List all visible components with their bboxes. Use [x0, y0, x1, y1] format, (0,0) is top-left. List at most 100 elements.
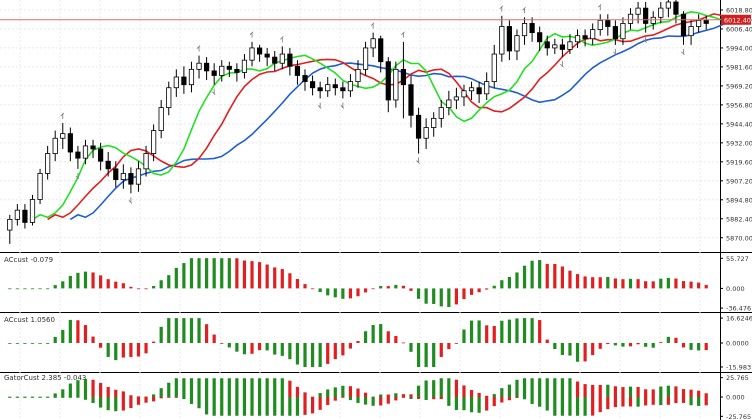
gator-histogram-bar [144, 396, 148, 398]
gator-histogram-bar [91, 379, 95, 397]
ac2-histogram-bar [220, 343, 224, 344]
gator-histogram-bar [152, 397, 156, 402]
gator-histogram-bar [326, 397, 330, 405]
ac1-histogram-bar [121, 283, 125, 289]
candle [287, 47, 293, 76]
candle [612, 20, 618, 56]
ac2-histogram-bar [30, 343, 35, 344]
gator-histogram-bar [394, 393, 398, 397]
gator-histogram-bar [651, 389, 655, 397]
candle [400, 31, 407, 119]
gator-histogram-bar [606, 397, 610, 410]
ac2-histogram-bar [76, 320, 80, 343]
ac2-histogram-bar [409, 343, 413, 352]
ac2-histogram-bar [628, 343, 633, 347]
ac1-histogram-bar [295, 279, 300, 289]
ac2-histogram-bar [205, 324, 209, 343]
gator-histogram-bar [432, 380, 436, 397]
ac1-histogram-bar [61, 281, 65, 289]
ac1-histogram-bar [416, 288, 421, 299]
gator-histogram-bar [273, 378, 277, 397]
ac1-histogram-bar [288, 273, 292, 289]
gator-histogram-bar [250, 378, 254, 397]
ac2-histogram-bar [485, 325, 489, 343]
gator-histogram-bar [409, 394, 413, 397]
gator-histogram-bar [621, 397, 625, 407]
ac1-histogram-bar [273, 267, 277, 289]
fractal-up-marker [597, 3, 602, 11]
gator-histogram-bar [522, 378, 527, 397]
gator-histogram-bar [227, 378, 231, 397]
candle [567, 34, 573, 55]
gator-histogram-bar [167, 382, 171, 397]
candle [98, 142, 104, 171]
gator-histogram-bar [379, 394, 383, 397]
gator-histogram-bar [333, 387, 337, 397]
candle [143, 145, 149, 177]
ac1-histogram-bar [197, 258, 201, 289]
gator-histogram-bar [394, 397, 398, 401]
ac2-histogram-bar [174, 318, 178, 343]
candle [302, 69, 308, 91]
gator-histogram-bar [38, 397, 42, 398]
ac2-label: ACcust 1.0560 [4, 316, 55, 324]
gator-histogram-bar [454, 397, 459, 410]
ac1-tick-label: 55.727 [726, 255, 749, 263]
gator-histogram-bar [83, 397, 88, 400]
gator-histogram-bar [205, 378, 209, 397]
ac1-histogram-bar [560, 266, 564, 289]
ac1-histogram-bar [318, 288, 322, 293]
gator-histogram-bar [99, 382, 103, 397]
candle [188, 61, 195, 93]
candle [521, 7, 528, 45]
gator-histogram-bar [129, 395, 133, 397]
ac1-histogram-bar [159, 280, 163, 289]
fractal-down-marker [211, 88, 216, 95]
gator-histogram-bar [386, 397, 390, 404]
fractal-down-marker [128, 197, 133, 204]
ac2-histogram-bar [477, 320, 481, 343]
ac2-histogram-bar [212, 334, 216, 343]
gator-histogram-bar [575, 381, 580, 397]
gator-histogram-bar [152, 394, 156, 397]
candle [461, 84, 467, 107]
gator-histogram-bar [598, 397, 602, 413]
ac1-histogram-bar [341, 288, 345, 299]
gator-histogram-bar [469, 397, 474, 413]
ac1-histogram-bar [424, 288, 428, 304]
gator-histogram-bar [280, 378, 284, 397]
candle [181, 66, 187, 94]
ac2-histogram-bar [280, 343, 284, 356]
gator-histogram-bar [76, 380, 80, 397]
ac2-histogram-bar [560, 343, 564, 355]
candle [204, 57, 210, 81]
candle [620, 17, 626, 45]
candle [264, 47, 270, 67]
gator-histogram-bar [697, 397, 701, 406]
gator-histogram-bar [288, 397, 292, 416]
ac1-histogram-bar [689, 281, 693, 289]
ac1-histogram-bar [114, 281, 118, 289]
ac1-histogram-bar [152, 286, 156, 289]
ac1-histogram-bar [174, 267, 178, 289]
gator-histogram-bar [591, 397, 595, 416]
ac2-histogram-bar [394, 336, 398, 343]
gator-histogram-bar [628, 386, 633, 397]
ac2-histogram-bar [197, 318, 201, 343]
gator-histogram-bar [644, 389, 648, 397]
ac2-histogram-bar [326, 343, 330, 364]
candle [166, 81, 172, 116]
gator-histogram-bar [674, 397, 678, 404]
gator-histogram-bar [53, 393, 57, 397]
candle [241, 54, 248, 79]
fractal-up-marker [370, 22, 375, 29]
ac1-histogram-bar [485, 288, 489, 290]
ac2-histogram-bar [666, 336, 670, 343]
ac2-histogram-bar [144, 343, 148, 354]
gator-histogram-bar [121, 397, 125, 411]
candle [135, 161, 142, 192]
ac1-histogram-bar [212, 258, 216, 289]
price-axis: 6018.80 6006.40 5994.00 5981.60 5969.20 5956.… [720, 6, 752, 420]
ac1-histogram-bar [91, 272, 95, 289]
ac2-histogram-bar [333, 343, 337, 360]
